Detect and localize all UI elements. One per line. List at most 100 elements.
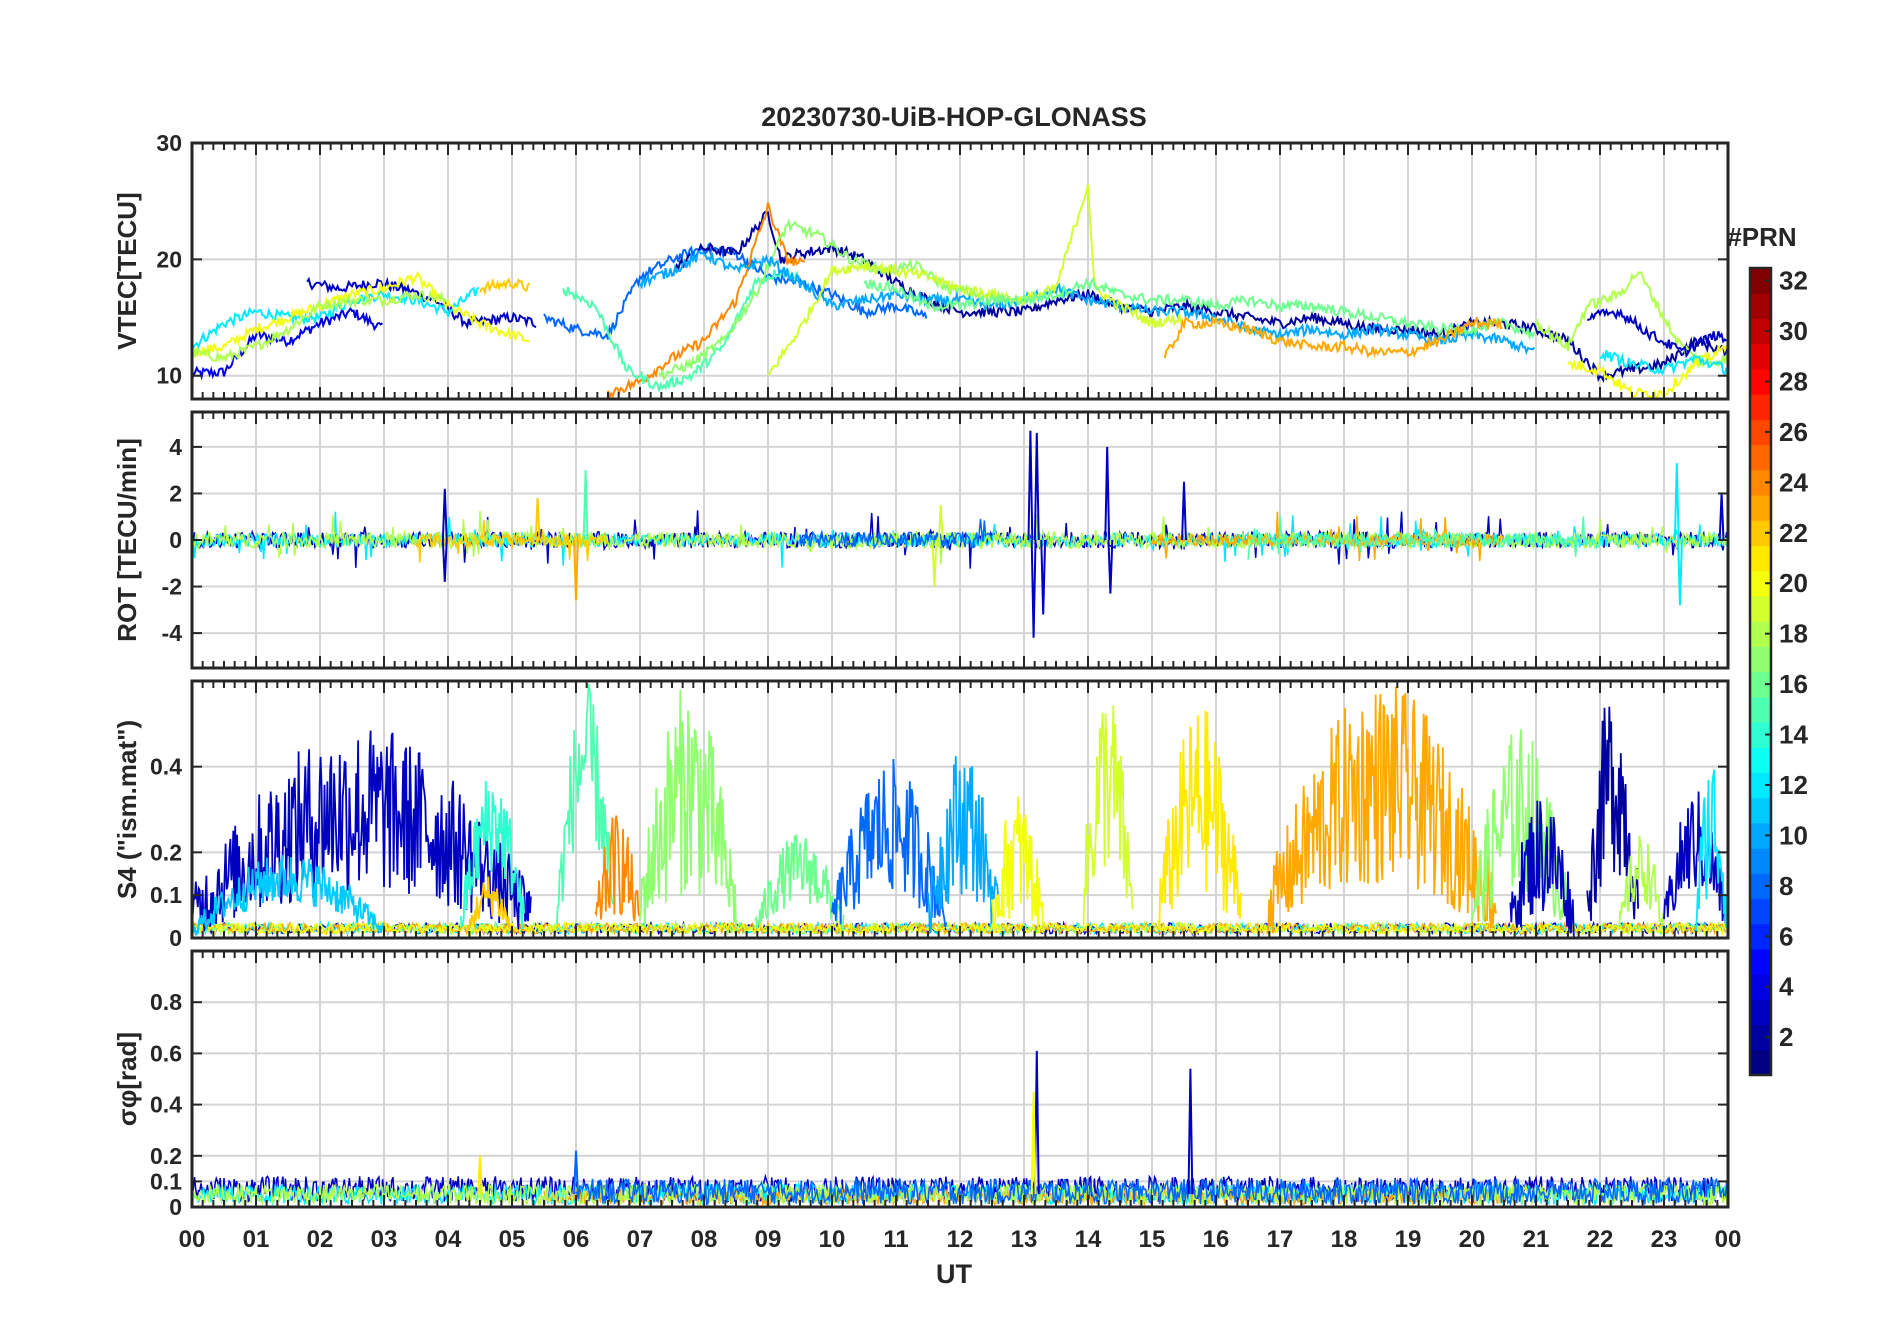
- sigma-spike: [1187, 1068, 1194, 1195]
- x-tick-label: 08: [691, 1226, 718, 1253]
- rot-spike: [1677, 539, 1683, 606]
- colorbar-segment: [1750, 948, 1771, 975]
- y-tick-label-s4: 0.2: [150, 839, 182, 865]
- y-tick-label-rot: -4: [162, 620, 183, 646]
- x-tick-label: 07: [627, 1226, 654, 1253]
- colorbar-segment: [1750, 721, 1771, 748]
- x-tick-label: 19: [1395, 1226, 1422, 1253]
- vtec-series-prn-24: [607, 202, 805, 399]
- rot-spike: [582, 470, 589, 541]
- vtec-series-prn-10: [639, 250, 1536, 356]
- sigma-spike: [1030, 1091, 1037, 1195]
- colorbar-segment: [1750, 923, 1771, 950]
- panel-data: [192, 430, 1728, 638]
- colorbar-tick-label: 30: [1779, 316, 1808, 346]
- s4-burst-prn-22: [466, 876, 513, 932]
- x-tick-label: 06: [563, 1226, 590, 1253]
- y-tick-label-s4: 0.1: [150, 882, 182, 908]
- rot-series-prn-23: [1151, 511, 1505, 562]
- colorbar-segment: [1750, 646, 1771, 673]
- rot-spike: [441, 488, 448, 541]
- y-tick-label-vtec: 20: [156, 246, 182, 272]
- colorbar-segment: [1750, 570, 1771, 597]
- x-tick-label: 12: [947, 1226, 974, 1253]
- colorbar-frame: [1748, 266, 1773, 1077]
- colorbar-tick-label: 16: [1779, 669, 1808, 699]
- x-tick-label: 18: [1331, 1226, 1358, 1253]
- vtec-series-prn-16: [863, 276, 1536, 341]
- x-tick-label: 00: [179, 1226, 206, 1253]
- y-tick-label-sigma_phi: 0.6: [150, 1040, 182, 1066]
- colorbar-tick-label: 14: [1779, 720, 1808, 750]
- vtec-series-prn-3: [306, 276, 537, 330]
- s4-burst-prn-11: [192, 855, 384, 936]
- s4-burst-prn-17: [1471, 729, 1568, 922]
- vtec-series-prn-23: [1163, 315, 1503, 359]
- s4-burst-prn-14: [459, 780, 526, 929]
- vtec-series-prn-18: [1535, 271, 1728, 369]
- vtec-series-prn-20: [192, 270, 530, 359]
- colorbar-tick-label: 8: [1779, 871, 1793, 901]
- colorbar-segment: [1750, 469, 1771, 496]
- vtec-series-prn-15: [562, 267, 800, 392]
- s4-burst-prn-3: [1663, 791, 1728, 924]
- x-tick-label: 03: [371, 1226, 398, 1253]
- s4-burst-prn-12: [1695, 769, 1728, 932]
- colorbar-segment: [1750, 394, 1771, 420]
- x-tick-label: 17: [1267, 1226, 1294, 1253]
- rot-spike: [1027, 430, 1034, 541]
- rot-spike: [1181, 481, 1187, 541]
- colorbar-segment: [1750, 848, 1771, 874]
- rot-spike: [573, 539, 579, 601]
- colorbar-tick-label: 12: [1779, 770, 1808, 800]
- rot-spike: [441, 539, 448, 582]
- x-axis: 00 01 02 03 04 05 06 07 08 09 10 11 12 13 14 15 16 17 18 19…: [179, 1226, 1742, 1253]
- colorbar-segment: [1750, 368, 1771, 395]
- y-axis-label-rot: ROT [TECU/min]: [112, 438, 142, 642]
- rot-spike: [931, 539, 938, 587]
- colorbar-segment: [1750, 1049, 1771, 1076]
- s4-burst-prn-21: [1157, 710, 1242, 931]
- rot-series-prn-8: [799, 518, 993, 550]
- sigma-spike: [573, 1150, 579, 1195]
- y-tick-label-rot: -2: [162, 574, 182, 600]
- colorbar-tick-label: 10: [1779, 820, 1808, 850]
- s4-burst-prn-8: [831, 758, 948, 928]
- y-tick-label-s4: 0: [169, 925, 182, 951]
- y-tick-label-sigma_phi: 0.8: [150, 989, 182, 1015]
- colorbar-segment: [1750, 595, 1771, 622]
- s4-burst-prn-2: [1586, 706, 1639, 921]
- x-tick-label: 01: [243, 1226, 270, 1253]
- x-tick-label: 02: [307, 1226, 334, 1253]
- s4-burst-prn-20: [991, 796, 1044, 934]
- x-tick-label: 21: [1523, 1226, 1550, 1253]
- panel-ticks: [191, 951, 1729, 1208]
- rot-spike: [1104, 446, 1111, 541]
- rot-spike: [1107, 539, 1114, 594]
- panel-s4: 0 0.1 0.2 0.4 S4 ("ism.mat"): [112, 679, 1730, 951]
- vtec-series-prn-17: [658, 217, 1011, 381]
- x-tick-label: 09: [755, 1226, 782, 1253]
- y-tick-label-sigma_phi: 0.4: [150, 1092, 182, 1118]
- s4-burst-prn-18: [1618, 835, 1665, 930]
- panel-ticks: [191, 412, 1729, 668]
- y-tick-label-vtec: 30: [156, 130, 182, 156]
- x-tick-label: 22: [1587, 1226, 1614, 1253]
- rot-spike: [937, 505, 944, 541]
- s4-burst-prn-17: [639, 689, 737, 932]
- vtec-series-prn-12: [1599, 349, 1728, 376]
- rot-spike: [1040, 539, 1047, 615]
- panel-ticks: [191, 142, 1729, 399]
- y-axis-label-s4: S4 ("ism.mat"): [112, 720, 142, 899]
- x-tick-label: 16: [1203, 1226, 1230, 1253]
- vtec-series-prn-18: [192, 289, 448, 363]
- panel-grid: [192, 951, 1728, 1207]
- s4-burst-prn-24: [594, 815, 641, 922]
- colorbar-segment: [1750, 873, 1771, 900]
- y-tick-label-rot: 4: [169, 434, 182, 460]
- y-tick-label-rot: 0: [169, 527, 182, 553]
- s4-burst-prn-16: [754, 834, 845, 935]
